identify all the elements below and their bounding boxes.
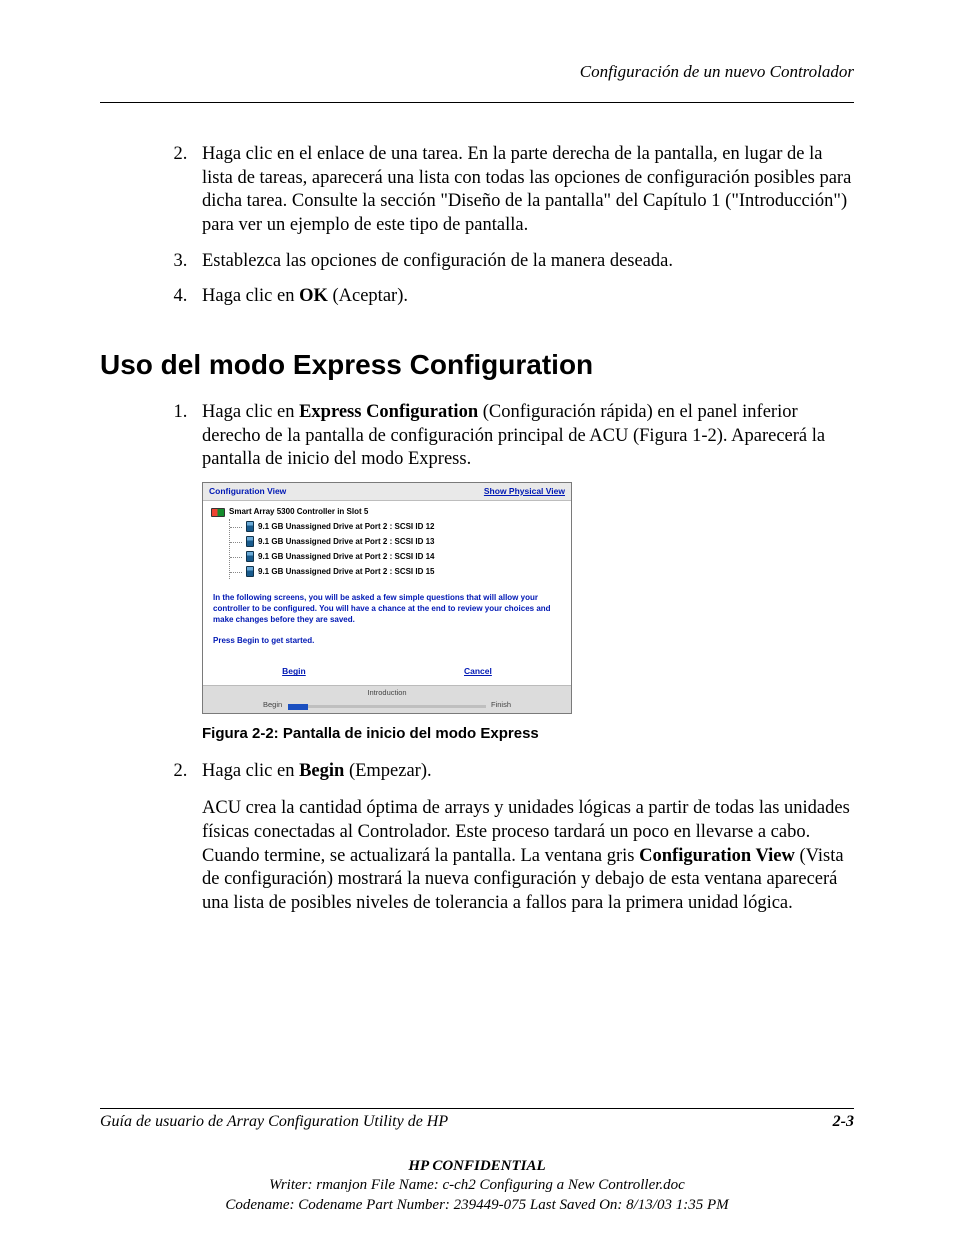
tree-controller[interactable]: Smart Array 5300 Controller in Slot 5 — [211, 507, 565, 517]
shot-body-2: Press Begin to get started. — [213, 636, 561, 647]
confidential-line1: Writer: rmanjon File Name: c-ch2 Configu… — [0, 1176, 954, 1196]
page-content: Haga clic en el enlace de una tarea. En … — [100, 143, 854, 916]
heading-express-config: Uso del modo Express Configuration — [100, 349, 854, 381]
progress-begin-label: Begin — [263, 700, 282, 710]
step-3: Establezca las opciones de configuración… — [192, 250, 854, 274]
drive-label: 9.1 GB Unassigned Drive at Port 2 : SCSI… — [258, 567, 435, 577]
tree-drive[interactable]: 9.1 GB Unassigned Drive at Port 2 : SCSI… — [230, 564, 565, 579]
tree-drive[interactable]: 9.1 GB Unassigned Drive at Port 2 : SCSI… — [230, 534, 565, 549]
page-footer: Guía de usuario de Array Configuration U… — [100, 1108, 854, 1131]
progress-finish-label: Finish — [491, 700, 511, 710]
steps-list-1: Haga clic en el enlace de una tarea. En … — [192, 143, 854, 309]
tree-drive[interactable]: 9.1 GB Unassigned Drive at Port 2 : SCSI… — [230, 519, 565, 534]
shot-tree: Smart Array 5300 Controller in Slot 5 9.… — [203, 501, 571, 583]
confidential-line2: Codename: Codename Part Number: 239449-0… — [0, 1196, 954, 1216]
step2-2-c: (Empezar). — [344, 761, 431, 781]
shot-title: Configuration View — [209, 486, 286, 497]
figure-caption: Figura 2-2: Pantalla de inicio del modo … — [202, 724, 854, 743]
step2-1-bold: Express Configuration — [299, 402, 478, 422]
step2-1: Haga clic en Express Configuration (Conf… — [192, 401, 854, 744]
begin-link[interactable]: Begin — [282, 666, 306, 677]
footer-guide-title: Guía de usuario de Array Configuration U… — [100, 1113, 448, 1131]
screenshot-express-start: Configuration View Show Physical View Sm… — [202, 482, 572, 714]
document-page: Configuración de un nuevo Controlador Ha… — [0, 0, 954, 1235]
drive-icon — [246, 551, 254, 562]
step2-2-a: Haga clic en — [202, 761, 299, 781]
running-header: Configuración de un nuevo Controlador — [100, 62, 854, 82]
step2-2-bold: Begin — [299, 761, 344, 781]
progress-label: Introduction — [203, 688, 571, 698]
drive-icon — [246, 536, 254, 547]
drive-label: 9.1 GB Unassigned Drive at Port 2 : SCSI… — [258, 552, 435, 562]
step-4-text-a: Haga clic en — [202, 286, 299, 306]
step2-2: Haga clic en Begin (Empezar). ACU crea l… — [192, 760, 854, 916]
shot-body: In the following screens, you will be as… — [203, 583, 571, 662]
progress-bar-row: Begin Finish — [203, 698, 571, 714]
shot-show-physical-link[interactable]: Show Physical View — [484, 486, 565, 497]
drive-icon — [246, 521, 254, 532]
step-4-bold: OK — [299, 286, 328, 306]
step2-1-a: Haga clic en — [202, 402, 299, 422]
footer-rule — [100, 1108, 854, 1109]
progress-track — [288, 705, 486, 708]
shot-body-1: In the following screens, you will be as… — [213, 593, 561, 625]
confidential-block: HP CONFIDENTIAL Writer: rmanjon File Nam… — [0, 1157, 954, 1216]
drive-icon — [246, 566, 254, 577]
controller-label: Smart Array 5300 Controller in Slot 5 — [229, 507, 368, 517]
shot-links: Begin Cancel — [203, 662, 571, 685]
progress-fill — [288, 704, 308, 710]
step2-2-blk-bold: Configuration View — [639, 846, 795, 866]
figure-2-2: Configuration View Show Physical View Sm… — [202, 482, 854, 744]
confidential-title: HP CONFIDENTIAL — [0, 1157, 954, 1177]
header-rule — [100, 102, 854, 103]
controller-icon — [211, 508, 225, 517]
shot-progress: Introduction Begin Finish — [203, 685, 571, 713]
shot-titlebar: Configuration View Show Physical View — [203, 483, 571, 501]
step-4: Haga clic en OK (Aceptar). — [192, 285, 854, 309]
tree-items: 9.1 GB Unassigned Drive at Port 2 : SCSI… — [229, 519, 565, 579]
tree-drive[interactable]: 9.1 GB Unassigned Drive at Port 2 : SCSI… — [230, 549, 565, 564]
cancel-link[interactable]: Cancel — [464, 666, 492, 677]
drive-label: 9.1 GB Unassigned Drive at Port 2 : SCSI… — [258, 537, 435, 547]
step-4-text-c: (Aceptar). — [328, 286, 408, 306]
footer-page-number: 2-3 — [833, 1113, 854, 1131]
steps-list-2: Haga clic en Express Configuration (Conf… — [192, 401, 854, 916]
drive-label: 9.1 GB Unassigned Drive at Port 2 : SCSI… — [258, 522, 435, 532]
step2-2-paragraph: ACU crea la cantidad óptima de arrays y … — [202, 797, 854, 915]
step-2: Haga clic en el enlace de una tarea. En … — [192, 143, 854, 238]
